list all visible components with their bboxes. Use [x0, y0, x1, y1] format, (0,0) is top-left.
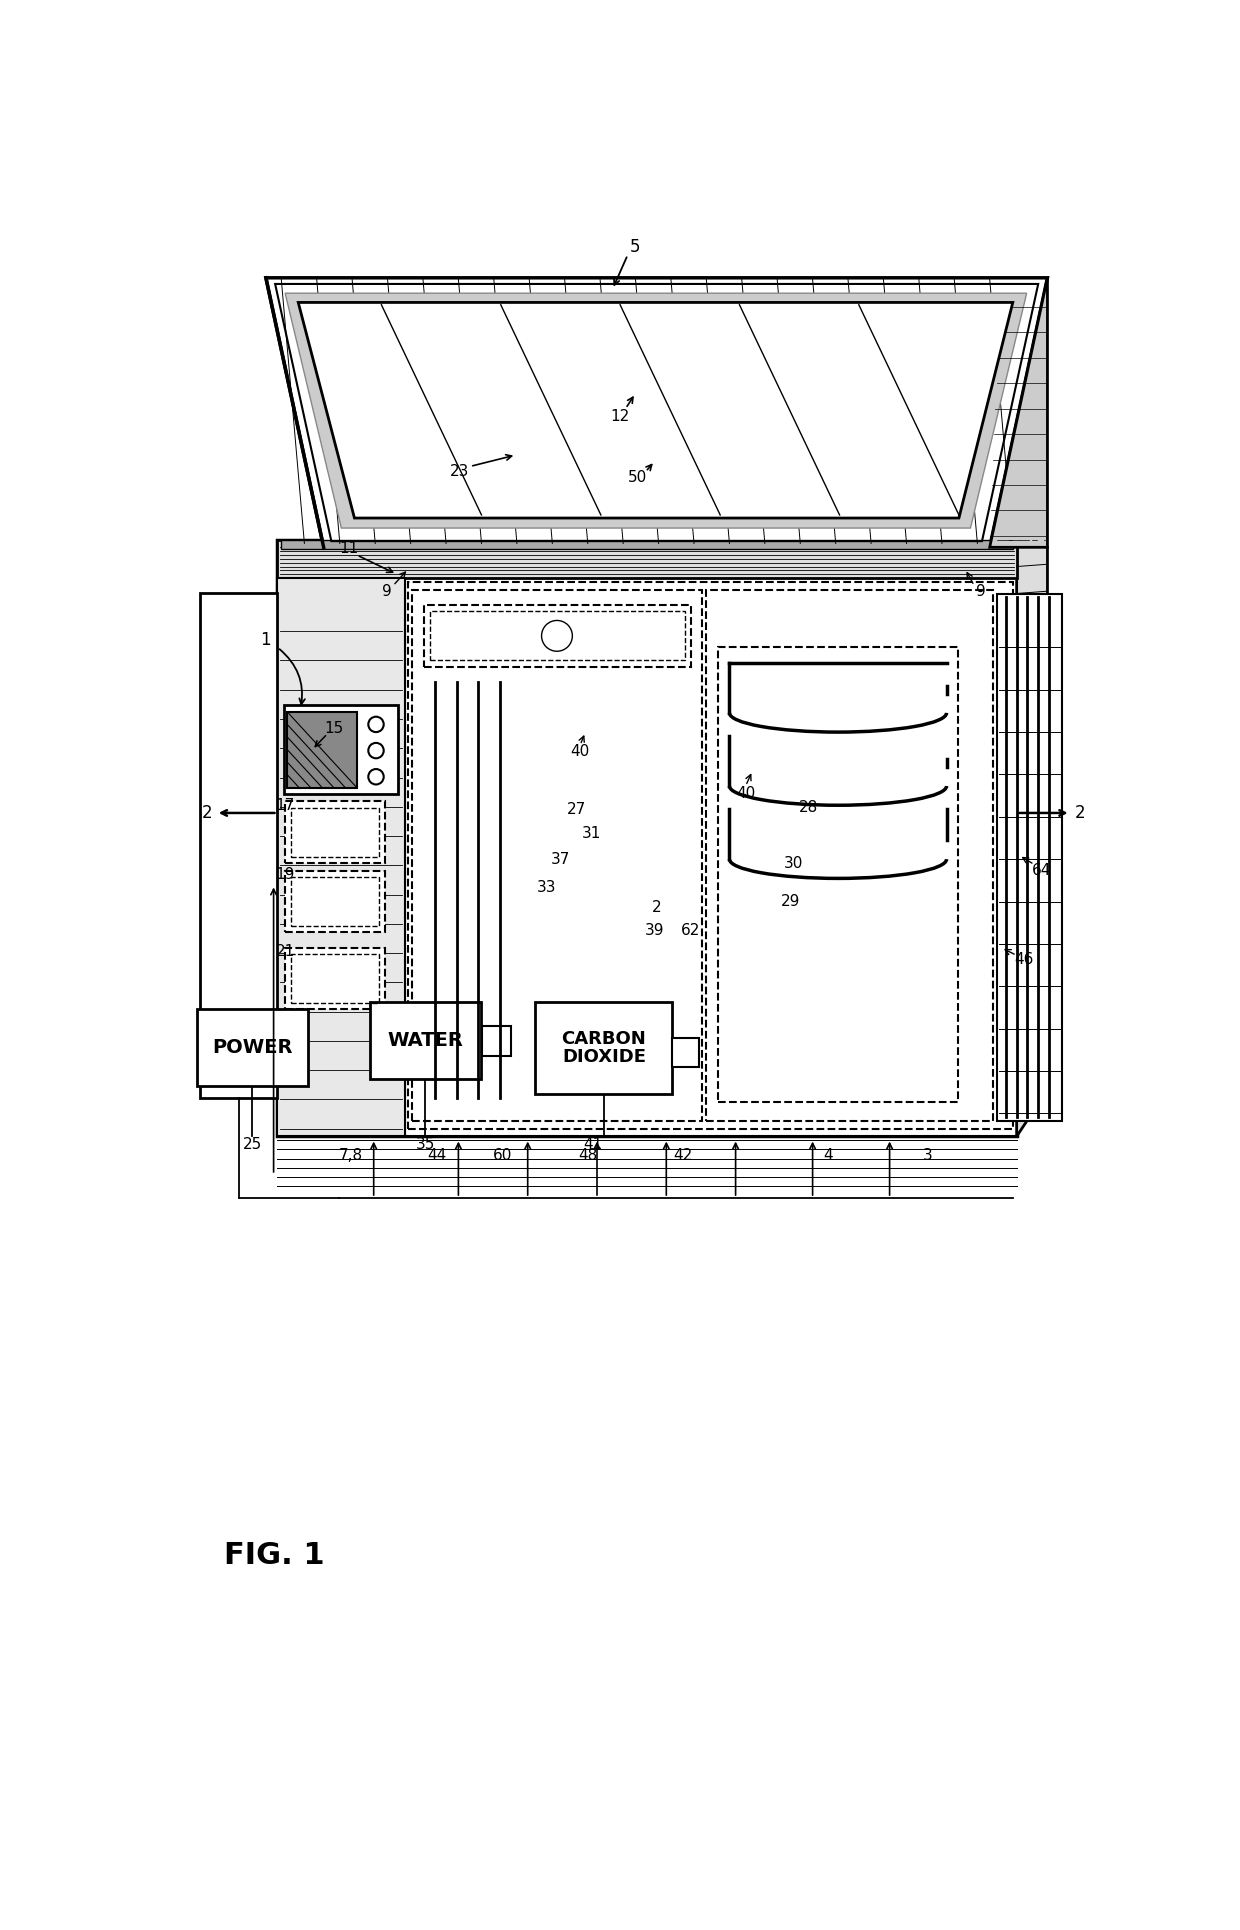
- Text: 60: 60: [492, 1148, 512, 1164]
- Text: 41: 41: [583, 1137, 601, 1152]
- Bar: [430, 612, 684, 660]
- Bar: [284, 704, 398, 793]
- Text: 28: 28: [799, 801, 818, 814]
- Bar: [285, 948, 386, 1009]
- Bar: [424, 604, 691, 666]
- Polygon shape: [990, 278, 1048, 548]
- Text: 37: 37: [551, 851, 570, 867]
- Text: 25: 25: [242, 1137, 262, 1152]
- Text: 15: 15: [324, 720, 343, 735]
- Bar: [278, 540, 1017, 1137]
- Text: 40: 40: [570, 743, 590, 758]
- Text: 46: 46: [1014, 951, 1034, 967]
- Bar: [408, 583, 1013, 1129]
- Text: 2: 2: [1075, 805, 1085, 822]
- Bar: [281, 540, 1013, 548]
- Text: 31: 31: [582, 826, 601, 841]
- Bar: [404, 579, 1017, 1137]
- Polygon shape: [265, 278, 1048, 548]
- Bar: [278, 540, 1017, 579]
- Text: 23: 23: [450, 465, 470, 479]
- Text: 64: 64: [1033, 863, 1052, 878]
- Text: 17: 17: [275, 797, 295, 813]
- Bar: [370, 1002, 481, 1079]
- Text: 19: 19: [275, 867, 295, 882]
- Text: 9: 9: [382, 585, 392, 600]
- Text: 12: 12: [610, 409, 630, 425]
- Bar: [291, 876, 379, 926]
- Bar: [285, 870, 386, 932]
- Text: 40: 40: [737, 786, 755, 801]
- Bar: [288, 712, 357, 787]
- Bar: [707, 591, 993, 1121]
- Text: 35: 35: [415, 1137, 435, 1152]
- Text: 39: 39: [645, 923, 665, 938]
- Text: 42: 42: [673, 1148, 693, 1164]
- Text: 62: 62: [681, 923, 701, 938]
- Text: 48: 48: [578, 1148, 598, 1164]
- Polygon shape: [285, 293, 1027, 529]
- Bar: [997, 594, 1063, 1121]
- Text: 4: 4: [823, 1148, 833, 1164]
- Bar: [291, 807, 379, 857]
- Bar: [285, 801, 386, 863]
- Text: 50: 50: [629, 471, 647, 486]
- Bar: [481, 1027, 511, 1056]
- Text: FIG. 1: FIG. 1: [223, 1542, 324, 1571]
- Text: WATER: WATER: [387, 1031, 464, 1050]
- Bar: [412, 591, 703, 1121]
- Bar: [201, 594, 278, 1098]
- Bar: [197, 1009, 309, 1087]
- Text: 9: 9: [976, 585, 986, 600]
- Bar: [718, 647, 959, 1102]
- Polygon shape: [1017, 540, 1048, 1137]
- Text: 11: 11: [340, 540, 358, 556]
- Bar: [278, 579, 404, 1137]
- Text: DIOXIDE: DIOXIDE: [562, 1048, 646, 1065]
- Text: 33: 33: [537, 880, 557, 896]
- Text: 5: 5: [630, 237, 641, 257]
- Bar: [536, 1002, 672, 1094]
- Text: 2: 2: [652, 899, 662, 915]
- Bar: [291, 953, 379, 1004]
- Text: 2: 2: [201, 805, 212, 822]
- Text: 29: 29: [781, 894, 801, 909]
- Text: 3: 3: [924, 1148, 932, 1164]
- Bar: [672, 1038, 699, 1067]
- Text: 27: 27: [567, 801, 585, 816]
- Text: CARBON: CARBON: [562, 1029, 646, 1048]
- Text: 30: 30: [784, 855, 804, 870]
- Text: 1: 1: [260, 631, 272, 648]
- Text: 7,8: 7,8: [339, 1148, 362, 1164]
- Text: 21: 21: [275, 944, 295, 959]
- Text: 44: 44: [428, 1148, 446, 1164]
- Polygon shape: [299, 303, 1013, 517]
- Text: POWER: POWER: [212, 1038, 293, 1058]
